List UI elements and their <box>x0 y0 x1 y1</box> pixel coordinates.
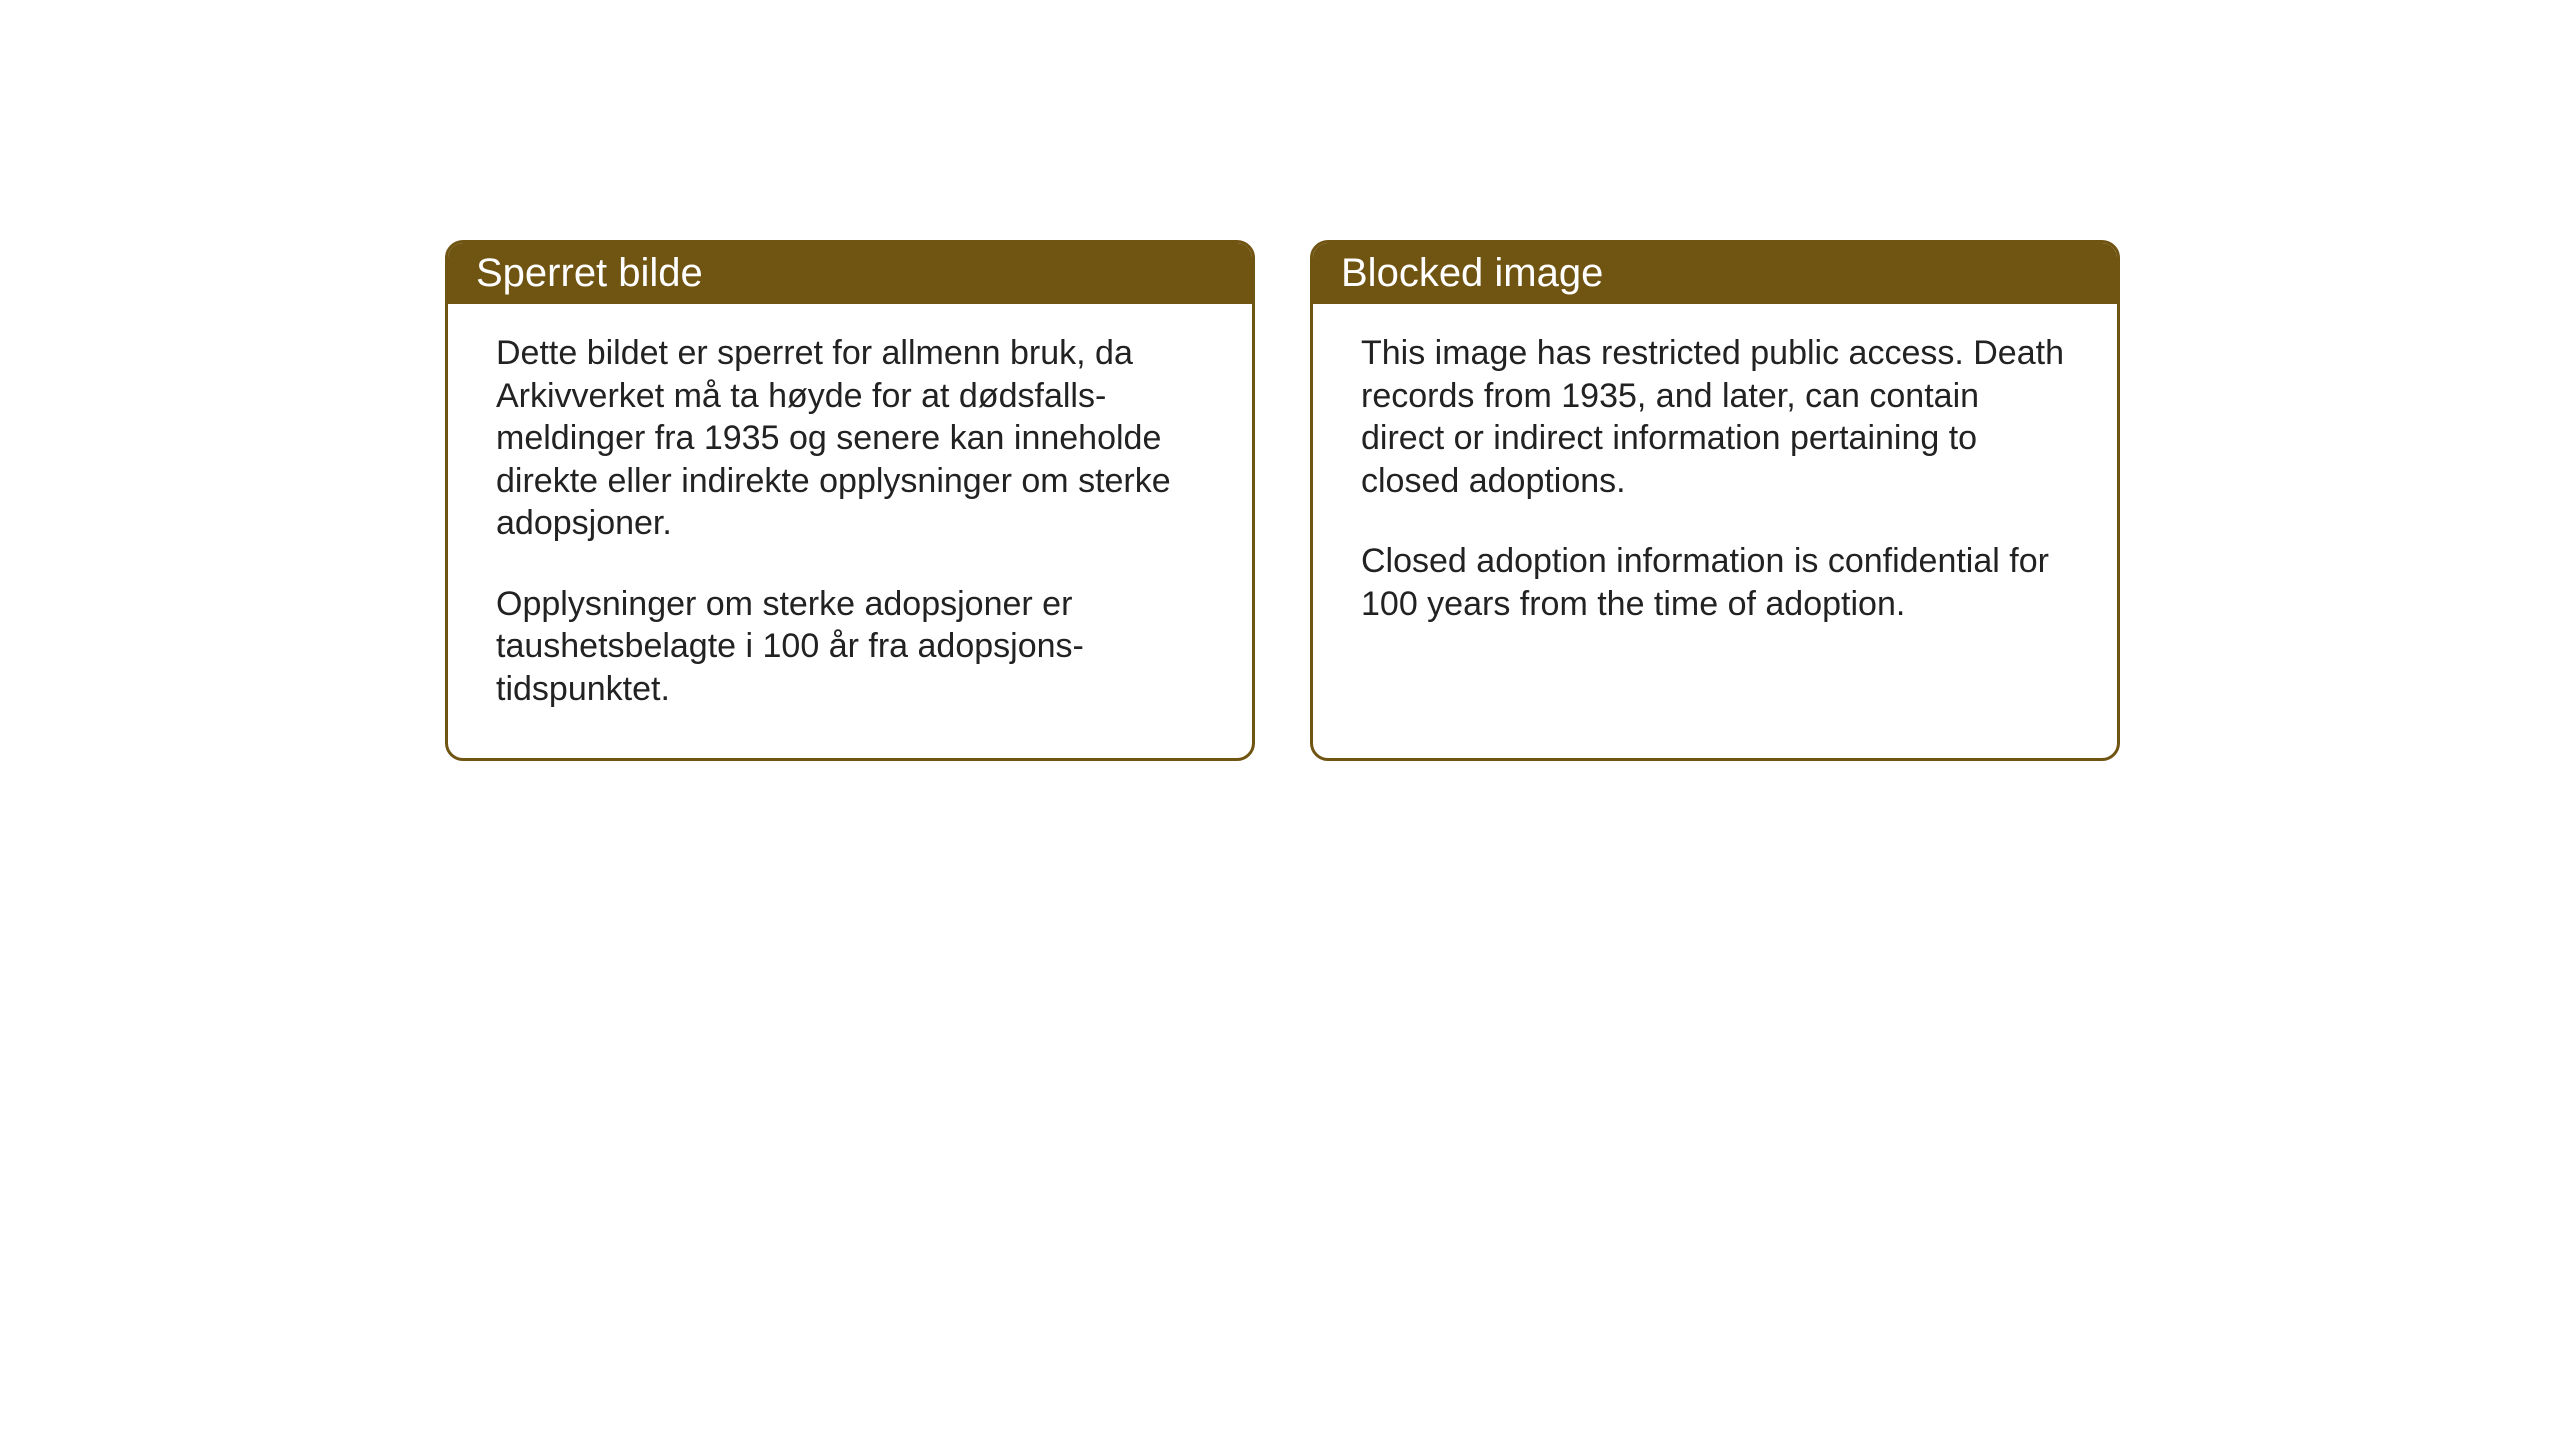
notice-card-english: Blocked image This image has restricted … <box>1310 240 2120 761</box>
notice-paragraph: Closed adoption information is confident… <box>1361 540 2069 625</box>
notice-body-norwegian: Dette bildet er sperret for allmenn bruk… <box>448 304 1252 758</box>
notice-body-english: This image has restricted public access.… <box>1313 304 2117 673</box>
notice-paragraph: Dette bildet er sperret for allmenn bruk… <box>496 332 1204 545</box>
notice-card-norwegian: Sperret bilde Dette bildet er sperret fo… <box>445 240 1255 761</box>
notice-header-english: Blocked image <box>1313 243 2117 304</box>
notice-container: Sperret bilde Dette bildet er sperret fo… <box>445 240 2120 761</box>
notice-paragraph: Opplysninger om sterke adopsjoner er tau… <box>496 583 1204 711</box>
notice-paragraph: This image has restricted public access.… <box>1361 332 2069 502</box>
notice-header-norwegian: Sperret bilde <box>448 243 1252 304</box>
